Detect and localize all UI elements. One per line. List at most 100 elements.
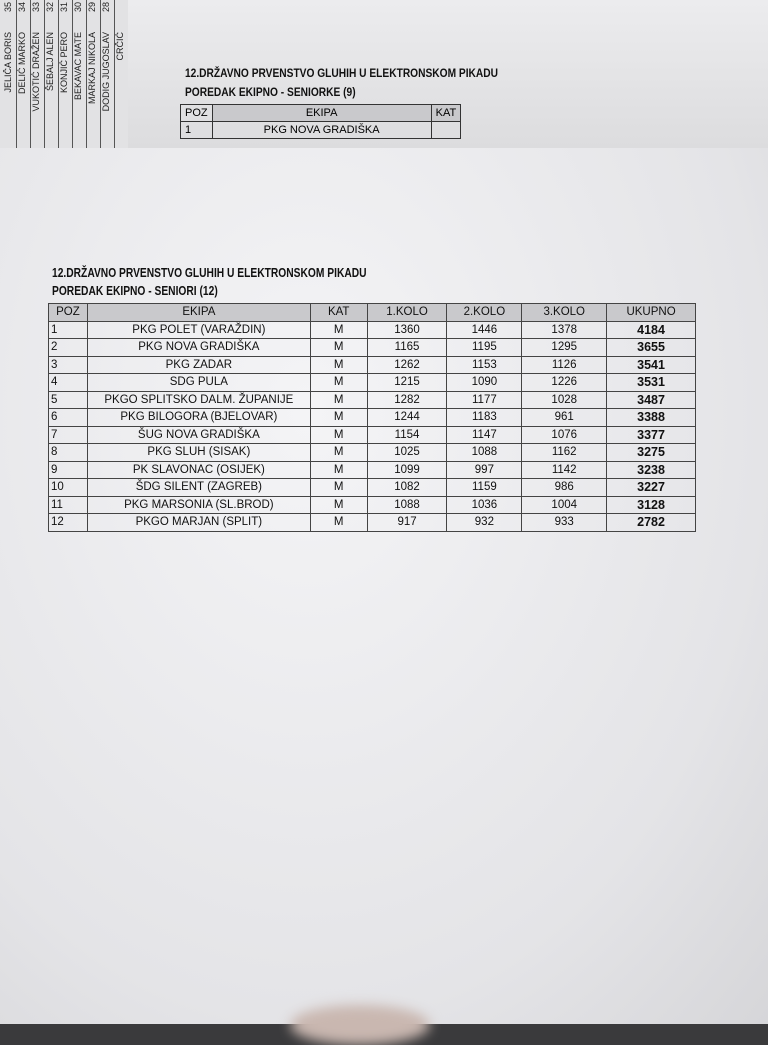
column-header: UKUPNO [606,303,696,322]
column-header: EKIPA [86,303,311,322]
cell-kolo-3: 933 [521,513,608,532]
table-row: 12 PKGO MARJAN (SPLIT) M 917 932 933 2782 [48,513,696,532]
cell-poz: 2 [48,338,88,357]
cell-ukupno: 3227 [606,478,696,497]
header-poz: POZ [180,104,213,122]
cell-kat: M [309,443,368,462]
cell-poz: 8 [48,443,88,462]
background-player-list: CRČIĆ DODIG JUGOSLAV 28 MARKAJ NIKOLA 29 BEKA… [0,0,128,150]
background-sheet-subtitle: POREDAK EKIPNO - SENIORKE (9) [185,85,356,99]
cell-kat: M [309,373,368,392]
cell-kat: M [309,355,368,374]
cell-kolo-1: 1165 [366,338,448,357]
column-header: 1.KOLO [366,303,448,322]
table-row: 7 ŠUG NOVA GRADIŠKA M 1154 1147 1076 3377 [48,425,696,444]
cell-ukupno: 4184 [606,320,696,339]
background-results-sheet: 12.DRŽAVNO PRVENSTVO GLUHIH U ELEKTRONSK… [105,0,768,150]
cell-ukupno: 3275 [606,443,696,462]
cell-kolo-2: 997 [446,460,523,479]
cell-kolo-3: 1004 [521,495,608,514]
cell-kolo-1: 1154 [366,425,448,444]
cell-kolo-2: 1153 [446,355,523,374]
player-number: 28 [101,2,111,13]
cell-kolo-1: 1282 [366,390,448,409]
cell-kolo-3: 1295 [521,338,608,357]
cell-ekipa: SDG PULA [86,373,311,392]
table-row: 9 PK SLAVONAC (OSIJEK) M 1099 997 1142 3238 [48,460,696,479]
cell-ekipa: PKGO MARJAN (SPLIT) [86,513,311,532]
cell-ekipa: PK SLAVONAC (OSIJEK) [86,460,311,479]
cell-ekipa: PKG POLET (VARAŽDIN) [86,320,311,339]
cell-ukupno: 3655 [606,338,696,357]
cell-poz: 4 [48,373,88,392]
player-number: 29 [87,2,97,13]
cell-kolo-3: 1162 [521,443,608,462]
cell-kolo-1: 917 [366,513,448,532]
cell-kolo-2: 1090 [446,373,523,392]
cell-poz: 3 [48,355,88,374]
cell-kolo-2: 1177 [446,390,523,409]
cell-ukupno: 3531 [606,373,696,392]
cell-kolo-1: 1244 [366,408,448,427]
cell-kolo-1: 1088 [366,495,448,514]
list-column: ŠEBALJ ALEN 32 [44,0,59,150]
cell-ekipa: PKG BILOGORA (BJELOVAR) [86,408,311,427]
document-subtitle: POREDAK EKIPNO - SENIORI (12) [52,284,218,298]
main-results-sheet: 12.DRŽAVNO PRVENSTVO GLUHIH U ELEKTRONSK… [0,148,768,1024]
table-row: 8 PKG SLUH (SISAK) M 1025 1088 1162 3275 [48,443,696,462]
cell-kolo-2: 1195 [446,338,523,357]
cell-kolo-3: 1226 [521,373,608,392]
list-column: CRČIĆ [114,0,128,150]
player-name: BEKAVAC MATE [73,32,83,101]
list-column: BEKAVAC MATE 30 [72,0,87,150]
table-row: 5 PKGO SPLITSKO DALM. ŽUPANIJE M 1282 1177 10… [48,390,696,409]
list-column: DELIĆ MARKO 34 [16,0,31,150]
table-row: 3 PKG ZADAR M 1262 1153 1126 3541 [48,355,696,374]
cell-kat [430,121,462,139]
cell-kolo-2: 1147 [446,425,523,444]
cell-ekipa: PKG SLUH (SISAK) [86,443,311,462]
header-ekipa: EKIPA [211,104,432,122]
cell-kolo-3: 1142 [521,460,608,479]
cell-kolo-2: 932 [446,513,523,532]
cell-ukupno: 3377 [606,425,696,444]
table-row: 11 PKG MARSONIA (SL.BROD) M 1088 1036 1004 312… [48,495,696,514]
results-table: POZ EKIPA KAT 1.KOLO 2.KOLO 3.KOLO UKUPNO 1 PKG… [48,303,696,532]
list-column: MARKAJ NIKOLA 29 [86,0,101,150]
column-header: 2.KOLO [446,303,523,322]
cell-kolo-1: 1082 [366,478,448,497]
cell-kolo-1: 1360 [366,320,448,339]
cell-poz: 6 [48,408,88,427]
cell-ekipa: ŠDG SILENT (ZAGREB) [86,478,311,497]
document-title: 12.DRŽAVNO PRVENSTVO GLUHIH U ELEKTRONSK… [52,266,367,280]
cell-kolo-2: 1159 [446,478,523,497]
cell-kolo-2: 1036 [446,495,523,514]
background-sheet-table: POZ EKIPA KAT 1 PKG NOVA GRADIŠKA [180,104,462,139]
player-number: 34 [17,2,27,13]
cell-kat: M [309,408,368,427]
cell-ukupno: 3487 [606,390,696,409]
cell-ukupno: 3128 [606,495,696,514]
player-name: DELIĆ MARKO [17,32,27,95]
cell-poz: 10 [48,478,88,497]
cell-ekipa: PKG NOVA GRADIŠKA [86,338,311,357]
list-column: VUKOTIĆ DRAŽEN 33 [30,0,45,150]
cell-ekipa: PKG MARSONIA (SL.BROD) [86,495,311,514]
cell-kat: M [309,513,368,532]
cell-ekipa: PKG ZADAR [86,355,311,374]
player-name: KONJIĆ PERO [59,32,69,94]
column-header: 3.KOLO [521,303,608,322]
table-row: 10 ŠDG SILENT (ZAGREB) M 1082 1159 986 3227 [48,478,696,497]
cell-kolo-2: 1088 [446,443,523,462]
cell-ukupno: 2782 [606,513,696,532]
column-header: POZ [48,303,88,322]
cell-kolo-3: 961 [521,408,608,427]
player-name: DODIG JUGOSLAV [101,32,111,112]
list-column: JELIČA BORIS 35 [2,0,17,150]
cell-kat: M [309,338,368,357]
cell-ukupno: 3388 [606,408,696,427]
cell-kat: M [309,320,368,339]
cell-ukupno: 3541 [606,355,696,374]
table-row: 1 PKG POLET (VARAŽDIN) M 1360 1446 1378 4184 [48,320,696,339]
player-name: JELIČA BORIS [3,32,13,93]
